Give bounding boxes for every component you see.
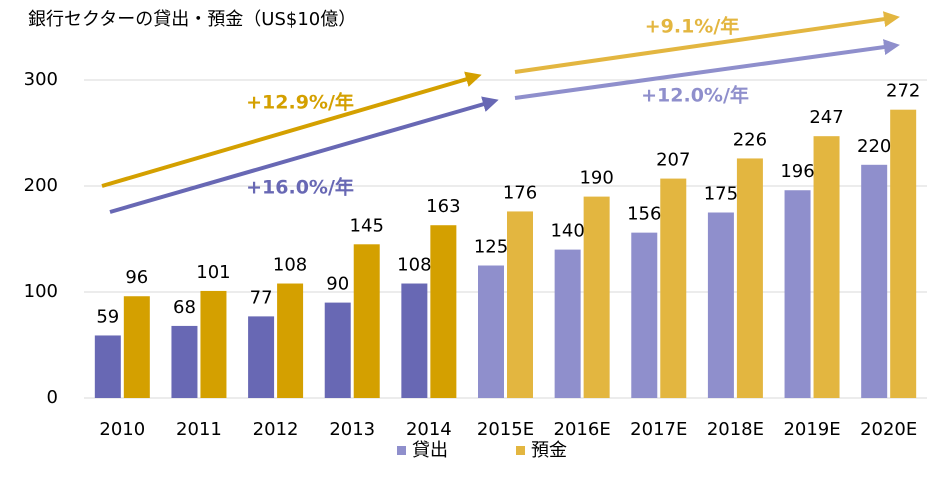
value-label: 96 bbox=[125, 267, 148, 288]
annotation: +9.1%/年 bbox=[645, 15, 740, 38]
bar bbox=[736, 158, 763, 398]
value-label: 68 bbox=[173, 297, 196, 318]
value-label: 125 bbox=[474, 237, 508, 258]
x-tick-label: 2020E bbox=[860, 419, 917, 440]
x-tick-label: 2018E bbox=[707, 419, 764, 440]
bar bbox=[813, 136, 840, 398]
bar bbox=[707, 212, 734, 398]
bar bbox=[478, 265, 504, 398]
value-label: 156 bbox=[627, 204, 661, 225]
bar bbox=[890, 109, 917, 399]
bar bbox=[123, 296, 150, 398]
growth-arrow bbox=[109, 96, 499, 214]
bar bbox=[277, 283, 304, 398]
value-label: 90 bbox=[326, 274, 349, 295]
chart-title: 銀行セクターの貸出・預金（US$10億） bbox=[28, 9, 356, 30]
bar bbox=[401, 283, 428, 398]
growth-arrow bbox=[514, 11, 900, 74]
value-label: 101 bbox=[196, 262, 230, 283]
x-tick-label: 2013 bbox=[329, 419, 375, 440]
growth-arrow bbox=[514, 39, 900, 100]
annotation: +16.0%/年 bbox=[246, 176, 354, 199]
value-label: 108 bbox=[273, 255, 307, 276]
x-tick-label: 2010 bbox=[99, 419, 145, 440]
annotation: +12.9%/年 bbox=[246, 91, 354, 114]
legend-label: 貸出 bbox=[412, 440, 448, 461]
y-tick-label: 200 bbox=[24, 175, 58, 196]
value-label: 190 bbox=[579, 168, 613, 189]
bar bbox=[631, 232, 658, 398]
value-label: 77 bbox=[250, 287, 273, 308]
bar bbox=[353, 244, 380, 398]
value-label: 220 bbox=[857, 136, 891, 157]
value-label: 140 bbox=[550, 221, 584, 242]
y-tick-label: 300 bbox=[24, 69, 58, 90]
x-tick-label: 2019E bbox=[783, 419, 840, 440]
bar bbox=[507, 211, 533, 398]
bar bbox=[324, 302, 351, 398]
value-label: 59 bbox=[96, 306, 119, 327]
value-label: 207 bbox=[656, 150, 690, 171]
growth-arrow bbox=[101, 71, 482, 188]
bar bbox=[660, 178, 687, 398]
bar bbox=[94, 335, 121, 398]
bar bbox=[554, 249, 581, 398]
value-label: 163 bbox=[426, 196, 460, 217]
value-label: 176 bbox=[503, 182, 537, 203]
value-label: 196 bbox=[780, 161, 814, 182]
value-label: 272 bbox=[886, 81, 920, 102]
bar bbox=[248, 316, 275, 398]
y-tick-label: 0 bbox=[47, 387, 58, 408]
bar bbox=[171, 325, 198, 398]
value-label: 175 bbox=[704, 184, 738, 205]
bar bbox=[200, 290, 227, 398]
value-label: 145 bbox=[350, 215, 384, 236]
legend-swatch bbox=[516, 446, 525, 455]
legend-swatch bbox=[397, 446, 406, 455]
x-tick-label: 2012 bbox=[253, 419, 299, 440]
x-tick-label: 2011 bbox=[176, 419, 222, 440]
annotation: +12.0%/年 bbox=[641, 84, 749, 107]
x-tick-label: 2016E bbox=[554, 419, 611, 440]
value-label: 226 bbox=[733, 129, 767, 150]
value-label: 108 bbox=[397, 255, 431, 276]
bar bbox=[430, 225, 457, 398]
y-tick-label: 100 bbox=[24, 281, 58, 302]
x-tick-label: 2014 bbox=[406, 419, 452, 440]
x-tick-label: 2017E bbox=[630, 419, 687, 440]
bar bbox=[583, 196, 610, 398]
legend-label: 預金 bbox=[531, 440, 567, 461]
bar bbox=[861, 164, 888, 398]
bar bbox=[784, 190, 811, 398]
x-tick-label: 2015E bbox=[477, 419, 534, 440]
value-label: 247 bbox=[809, 107, 843, 128]
